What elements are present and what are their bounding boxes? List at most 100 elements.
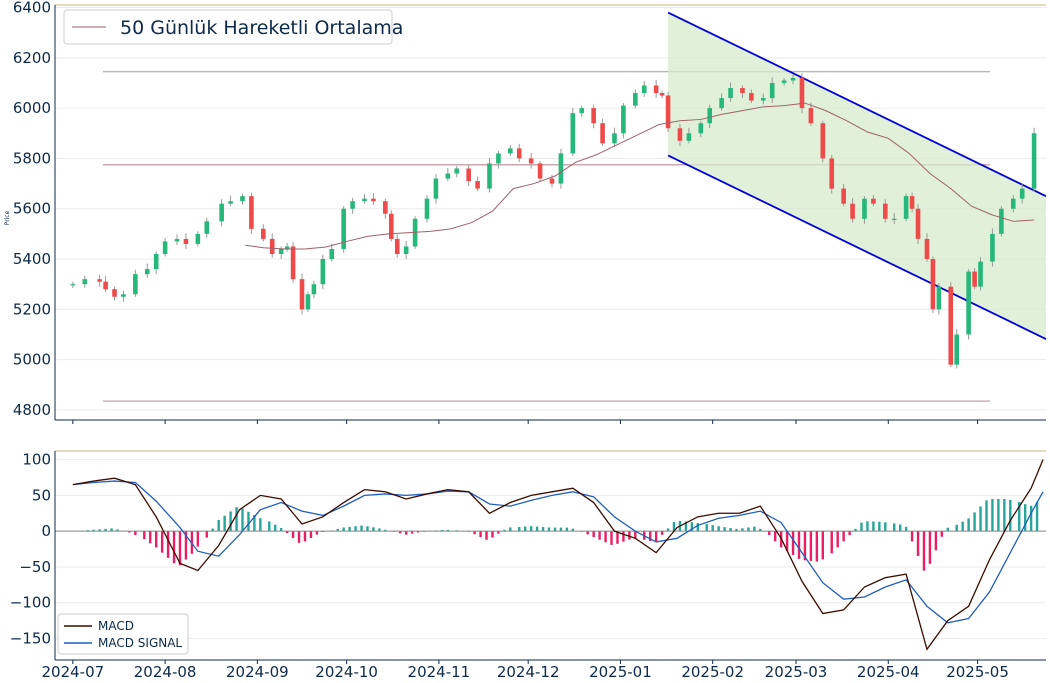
- candle-body: [760, 98, 766, 101]
- candle-body: [579, 108, 585, 114]
- macd-histogram-bar: [1009, 499, 1012, 532]
- candle-body: [862, 198, 867, 219]
- macd-histogram-bar: [384, 529, 387, 532]
- macd-histogram-bar: [961, 521, 964, 532]
- macd-histogram-bar: [279, 528, 283, 532]
- candle-body: [633, 93, 638, 106]
- moving-average-line: [245, 102, 1035, 250]
- macd-histogram-bar: [586, 531, 589, 535]
- macd-histogram-bar: [473, 531, 476, 535]
- macd-histogram-bar: [878, 521, 881, 532]
- macd-histogram-bar: [116, 529, 119, 532]
- price-legend-label: 50 Günlük Hareketli Ortalama: [120, 17, 403, 39]
- candle-body: [362, 198, 367, 202]
- macd-histogram-bar: [753, 526, 756, 532]
- candle-body: [284, 246, 290, 249]
- macd-histogram-bar: [836, 531, 839, 548]
- macd-histogram-bar: [110, 528, 113, 532]
- macd-histogram-bar: [705, 524, 708, 532]
- macd-histogram-bar: [235, 507, 238, 532]
- macd-histogram-bar: [741, 528, 744, 532]
- candle-body: [612, 133, 617, 144]
- macd-histogram-bar: [285, 531, 289, 533]
- candle-body: [829, 158, 835, 189]
- price-channel: [667, 11, 1047, 340]
- macd-line: [72, 459, 1044, 651]
- candle-body: [153, 254, 159, 270]
- price-y-tick-label: 5200: [13, 300, 51, 318]
- candle-body: [454, 168, 460, 174]
- macd-y-tick-label: 50: [32, 486, 51, 504]
- macd-histogram-bar: [654, 531, 658, 542]
- candle-body: [891, 218, 897, 220]
- x-tick-label: 2025-03: [765, 663, 828, 681]
- candle-body: [394, 238, 400, 254]
- macd-histogram-bar: [160, 531, 164, 553]
- macd-histogram: [80, 498, 1039, 571]
- macd-y-tick-label: −150: [10, 630, 51, 648]
- macd-histogram-bar: [348, 526, 351, 532]
- macd-histogram-bar: [821, 531, 825, 560]
- macd-histogram-bar: [1018, 502, 1021, 532]
- candle-body: [903, 196, 909, 219]
- macd-histogram-bar: [268, 521, 271, 532]
- macd-histogram-bar: [399, 531, 402, 534]
- macd-legend[interactable]: MACD MACD SIGNAL: [57, 613, 189, 655]
- x-tick-label: 2024-08: [134, 663, 197, 681]
- price-legend[interactable]: 50 Günlük Hareketli Ortalama: [63, 9, 403, 45]
- candle-body: [781, 80, 787, 83]
- candle-body: [311, 284, 317, 295]
- candle-body: [383, 201, 388, 214]
- candle-body: [1010, 198, 1016, 209]
- macd-histogram-bar: [842, 531, 845, 542]
- macd-histogram-bar: [178, 531, 182, 566]
- candle-body: [228, 201, 233, 204]
- candle-body: [97, 279, 102, 282]
- macd-y-tick-label: 0: [41, 522, 51, 540]
- macd-histogram-bar: [128, 531, 131, 533]
- macd-histogram-bar: [973, 512, 976, 532]
- candle-body: [240, 196, 245, 202]
- channel-fill: [668, 12, 1046, 340]
- macd-histogram-bar: [768, 531, 771, 536]
- macd-gridlines: [55, 459, 1046, 640]
- x-tick-label: 2025-02: [681, 663, 744, 681]
- price-y-tick-label: 6000: [13, 99, 51, 117]
- candle-body: [719, 98, 724, 109]
- candle-body: [707, 108, 713, 124]
- candle-body: [70, 284, 76, 286]
- macd-histogram-bar: [940, 531, 944, 537]
- macd-histogram-bar: [372, 527, 375, 532]
- candle-body: [475, 181, 480, 189]
- macd-histogram-bar: [571, 528, 575, 532]
- macd-histogram-bar: [884, 522, 887, 532]
- candle-body: [558, 153, 564, 184]
- candle-body: [936, 286, 942, 310]
- macd-histogram-bar: [985, 500, 988, 532]
- macd-histogram-bar: [491, 531, 494, 538]
- channel-upper-line: [667, 11, 1047, 197]
- macd-histogram-bar: [872, 521, 875, 532]
- macd-histogram-bar: [541, 527, 545, 532]
- candle-body: [261, 228, 266, 239]
- candle-body: [882, 203, 888, 219]
- macd-legend-label: MACD: [98, 619, 134, 633]
- candle-body: [204, 221, 210, 234]
- candle-body: [487, 163, 492, 189]
- macd-histogram-bar: [535, 526, 539, 532]
- macd-histogram-bar: [366, 526, 369, 532]
- candle-body: [924, 238, 930, 260]
- macd-histogram-bar: [529, 526, 533, 532]
- macd-histogram-bar: [342, 527, 345, 532]
- macd-histogram-bar: [154, 531, 158, 548]
- candle-body: [445, 173, 451, 179]
- macd-histogram-bar: [598, 531, 601, 540]
- macd-histogram-bar: [684, 521, 688, 532]
- signal-legend-label: MACD SIGNAL: [98, 636, 182, 650]
- macd-histogram-bar: [553, 527, 557, 532]
- macd-histogram-bar: [497, 531, 500, 534]
- macd-histogram-bar: [253, 515, 256, 532]
- macd-histogram-bar: [634, 531, 637, 539]
- macd-histogram-bar: [791, 531, 795, 556]
